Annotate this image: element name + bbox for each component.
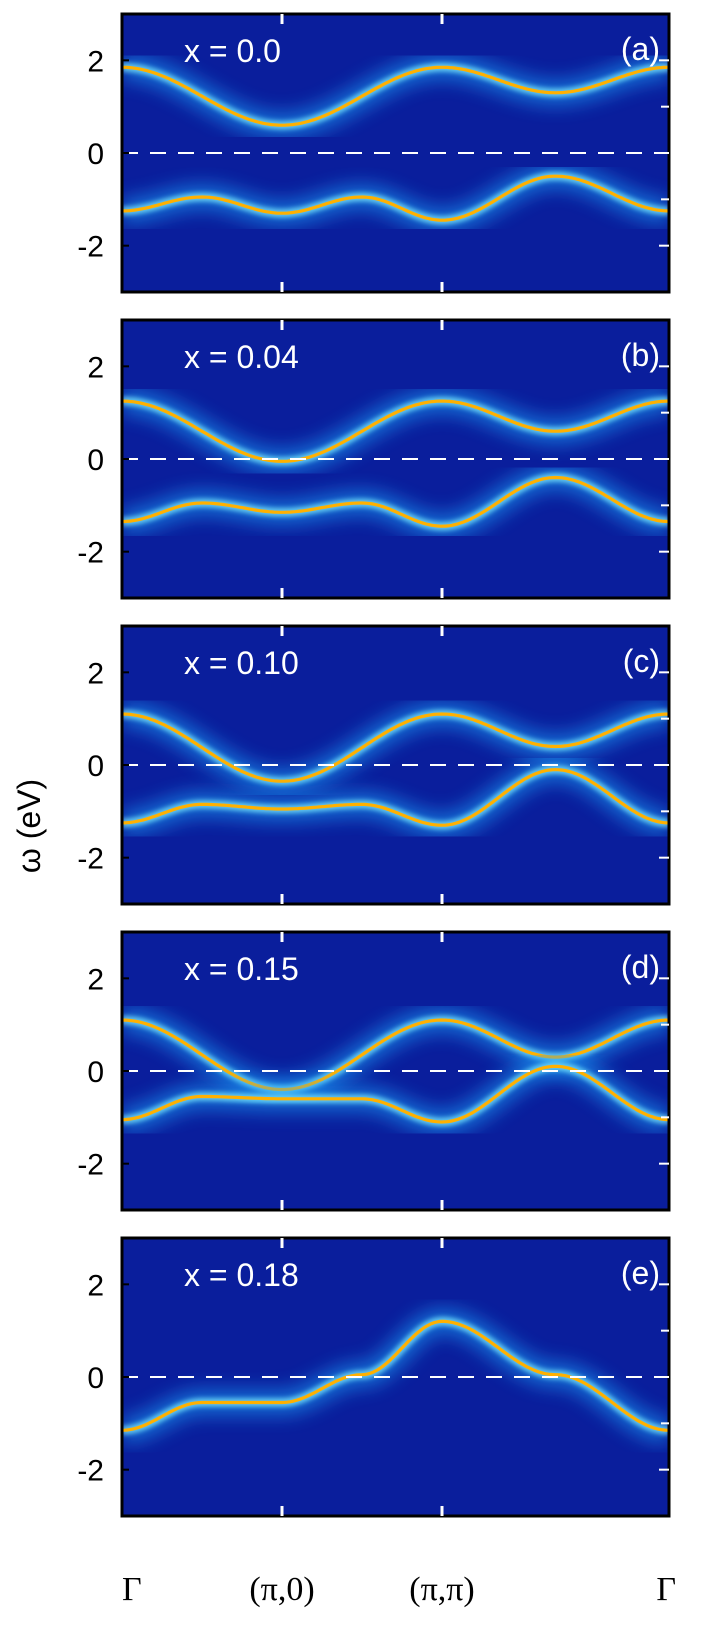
panel-doping-label: x = 0.10: [184, 645, 299, 681]
y-tick-label: 2: [87, 963, 104, 996]
y-axis-title: ω (eV): [11, 779, 47, 873]
y-tick-label: 0: [87, 138, 104, 171]
panel-tag: (d): [621, 949, 660, 985]
x-tick-label: Γ: [122, 1571, 142, 1608]
y-tick-label: 2: [87, 1269, 104, 1302]
y-tick-label: -2: [77, 537, 104, 570]
panel-a: -2 0 2 x = 0.0 (a): [77, 12, 671, 294]
panel-doping-label: x = 0.04: [184, 339, 299, 375]
y-tick-label: 0: [87, 1056, 104, 1089]
y-tick-label: 2: [87, 351, 104, 384]
panel-tag: (a): [621, 31, 660, 67]
spectral-weight: [122, 700, 669, 839]
upper-band-line: [122, 1319, 669, 1432]
panel-c: -2 0 2 x = 0.10 (c): [77, 624, 671, 906]
x-tick-label: Γ: [656, 1571, 676, 1608]
y-tick-label: -2: [77, 1455, 104, 1488]
y-tick-label: -2: [77, 843, 104, 876]
y-tick-label: 0: [87, 750, 104, 783]
upper-band-line: [122, 399, 669, 463]
lower-band-line: [122, 767, 669, 827]
y-tick-label: 0: [87, 1362, 104, 1395]
y-tick-label: 2: [87, 657, 104, 690]
lower-band-line: [122, 1064, 669, 1124]
panel-doping-label: x = 0.18: [184, 1257, 299, 1293]
y-tick-label: -2: [77, 231, 104, 264]
spectral-weight: [122, 1308, 669, 1444]
panel-tag: (e): [621, 1255, 660, 1291]
panel-e: -2 0 2 x = 0.18 (e): [77, 1236, 671, 1518]
x-tick-labels: Γ (π,0) (π,π) Γ: [122, 1571, 676, 1608]
panel-doping-label: x = 0.0: [184, 33, 281, 69]
panel-b: -2 0 2 x = 0.04 (b): [77, 318, 671, 600]
x-tick-label: (π,π): [409, 1571, 474, 1608]
y-tick-label: 0: [87, 444, 104, 477]
y-tick-label: -2: [77, 1149, 104, 1182]
panel-d: -2 0 2 x = 0.15 (d): [77, 930, 671, 1212]
spectral-weight: [122, 1006, 669, 1136]
lower-band-line: [122, 174, 669, 222]
lower-band-line: [122, 475, 669, 528]
panel-tag: (b): [621, 337, 660, 373]
upper-band-line: [122, 1018, 669, 1092]
spectral-weight: [122, 388, 669, 540]
panel-tag: (c): [623, 643, 660, 679]
upper-band-line: [122, 65, 669, 127]
x-tick-label: (π,0): [249, 1571, 314, 1608]
panel-doping-label: x = 0.15: [184, 951, 299, 987]
spectral-weight: [122, 54, 669, 234]
panels-layer: -2 0 2 x = 0.0 (a) -2 0 2 x = 0.04 (b) -2 0 2 x = 0.1…: [77, 12, 671, 1518]
upper-band-line: [122, 712, 669, 783]
y-tick-label: 2: [87, 45, 104, 78]
